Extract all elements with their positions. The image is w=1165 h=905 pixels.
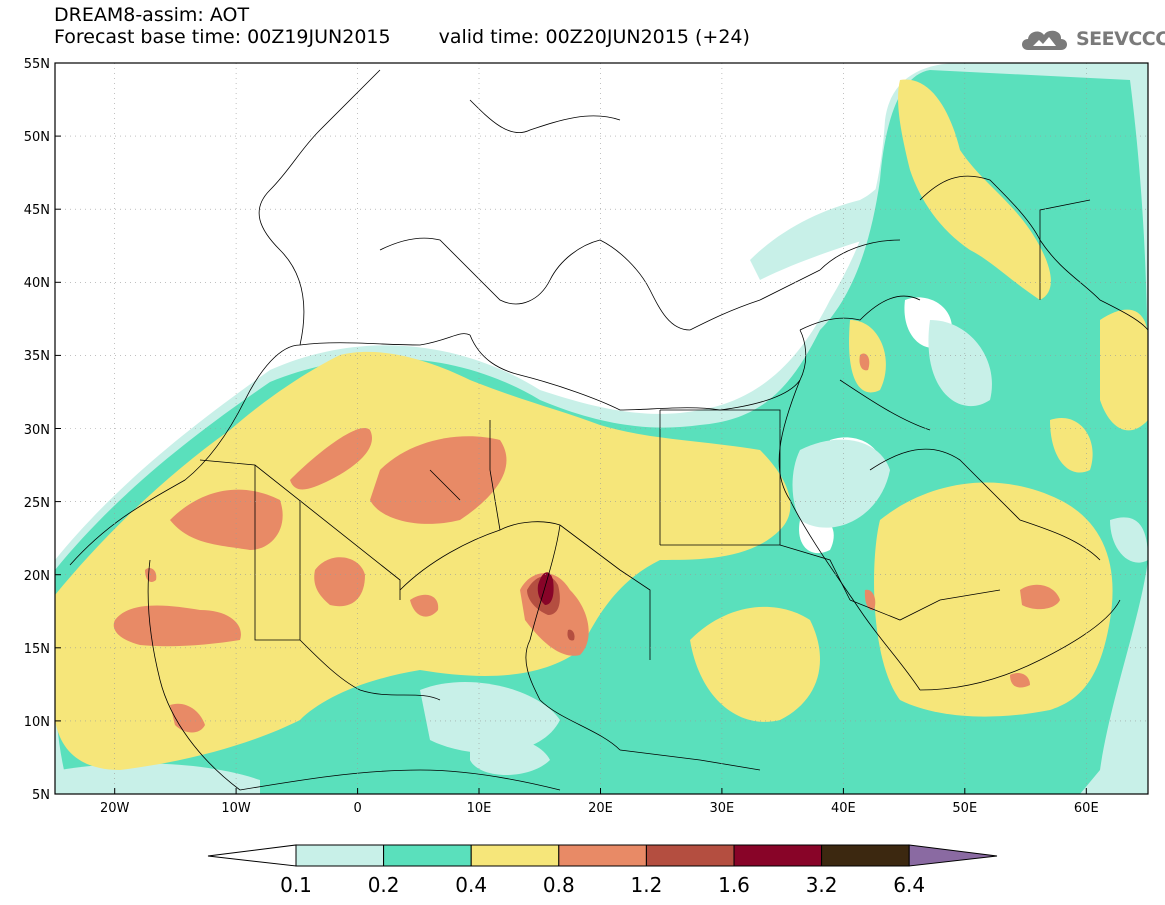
forecast-base-time: Forecast base time: 00Z19JUN2015 [54, 26, 391, 48]
lat-tick-label: 20N [24, 569, 50, 584]
lon-tick-label: 60E [1074, 801, 1099, 816]
lat-tick-label: 10N [24, 715, 50, 730]
lat-tick-label: 5N [32, 788, 50, 803]
colorbar-label: 0.1 [280, 873, 312, 897]
tick-marks [55, 135, 1087, 794]
aot-contour-0.4 [55, 79, 1148, 770]
colorbar-max-arrow [908, 844, 998, 867]
grid-lines [55, 63, 1148, 794]
colorbar-segment [733, 844, 823, 867]
lat-tick-label: 50N [24, 130, 50, 145]
lat-tick-label: 40N [24, 276, 50, 291]
colorbar-label: 6.4 [893, 873, 925, 897]
colorbar-label: 0.2 [368, 873, 400, 897]
lat-tick-label: 35N [24, 349, 50, 364]
colorbar-label: 3.2 [806, 873, 838, 897]
colorbar-label: 0.4 [455, 873, 487, 897]
colorbar-segment [558, 844, 647, 867]
seevccc-logo: SEEVCCC [1018, 24, 1165, 54]
lon-tick-label: 10W [221, 801, 251, 816]
lat-tick-label: 30N [24, 423, 50, 438]
lon-tick-label: 20W [100, 801, 130, 816]
lat-tick-label: 25N [24, 496, 50, 511]
aot-contour-0.1-patches [60, 320, 1148, 794]
colorbar-label: 1.2 [630, 873, 662, 897]
coastlines-borders [69, 69, 1148, 791]
colorbar-segment [470, 844, 560, 867]
lon-tick-label: 30E [710, 801, 735, 816]
lon-tick-label: 20E [588, 801, 613, 816]
colorbar-min-arrow [207, 844, 297, 867]
lon-tick-labels: 20W 10W 0 10E 20E 30E 40E 50E 60E [100, 801, 1099, 816]
colorbar-segment [645, 844, 735, 867]
lat-tick-label: 55N [24, 57, 50, 72]
map-header: DREAM8-assim: AOT Forecast base time: 00… [54, 4, 750, 48]
colorbar-labels: 0.1 0.2 0.4 0.8 1.2 1.6 3.2 6.4 [280, 873, 925, 897]
colorbar-segment [821, 844, 910, 867]
lon-tick-label: 40E [831, 801, 856, 816]
aot-field [55, 63, 1148, 794]
map-title: DREAM8-assim: AOT [54, 4, 250, 26]
valid-time: valid time: 00Z20JUN2015 (+24) [438, 26, 750, 48]
colorbar [207, 844, 998, 867]
lon-tick-label: 10E [467, 801, 492, 816]
colorbar-segment [383, 844, 472, 867]
logo-text: SEEVCCC [1076, 28, 1165, 50]
aot-contour-0.8 [113, 353, 1060, 733]
colorbar-label: 0.8 [543, 873, 575, 897]
colorbar-segment [295, 844, 385, 867]
lat-tick-label: 15N [24, 642, 50, 657]
lon-tick-label: 0 [353, 801, 361, 816]
lat-tick-label: 45N [24, 203, 50, 218]
lon-tick-label: 50E [952, 801, 977, 816]
lat-tick-labels: 5N 10N 15N 20N 25N 30N 35N 40N 45N 50N 5… [24, 57, 50, 803]
cloud-logo-icon [1022, 30, 1067, 50]
colorbar-label: 1.6 [718, 873, 750, 897]
